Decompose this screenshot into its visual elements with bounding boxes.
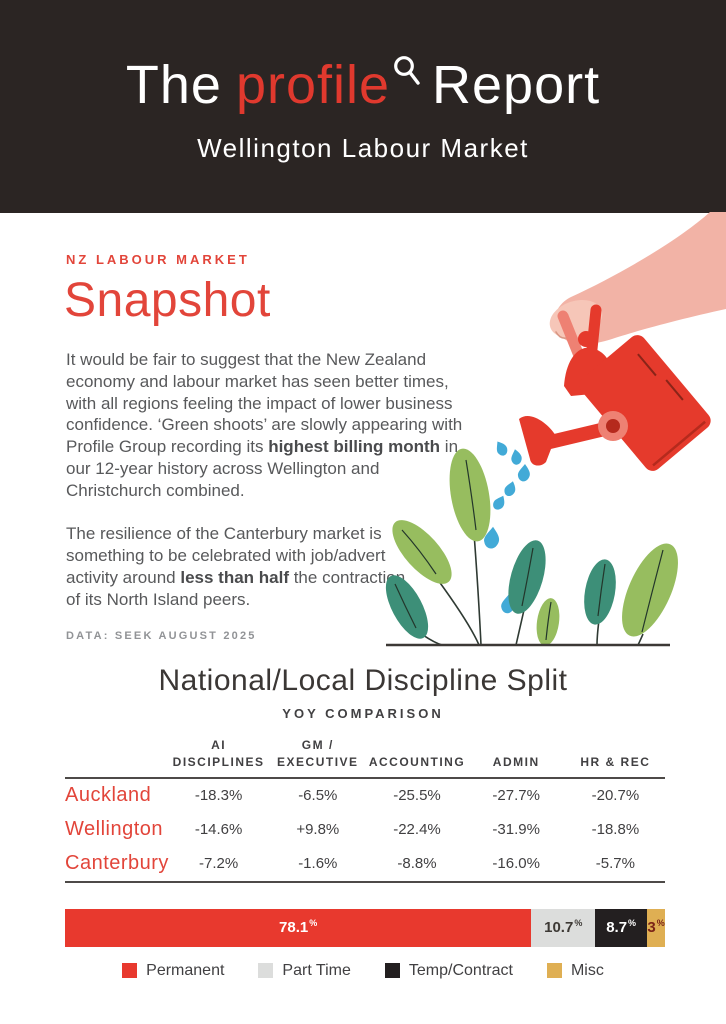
watering-can-body — [579, 335, 711, 471]
legend-item: Temp/Contract — [384, 961, 513, 980]
resilience-bold-text: less than half — [180, 567, 289, 587]
snapshot-title: Snapshot — [64, 274, 271, 327]
legend-item: Part Time — [258, 961, 351, 980]
report-logo: The profile Report — [126, 54, 600, 116]
intro-paragraph: It would be fair to suggest that the New… — [66, 349, 464, 501]
value-cell: -7.2% — [199, 855, 239, 873]
magnifier-icon — [393, 38, 420, 100]
bar-segment-permanent: 78.1% — [65, 908, 532, 947]
value-cell: -20.7% — [591, 787, 640, 805]
legend-label: Part Time — [282, 961, 351, 979]
value-cell: -14.6% — [194, 821, 243, 839]
legend-item: Permanent — [122, 962, 224, 980]
report-header: The profile Report Wellington Labour Mar… — [0, 0, 726, 213]
brand-name: profile — [235, 54, 391, 115]
value-cell: -31.9% — [492, 821, 540, 839]
report-subtitle: Wellington Labour Market — [197, 132, 529, 163]
value-cell: -6.5% — [298, 787, 338, 805]
table-row: Wellington -14.6% +9.8% -22.4% -31.9% -1… — [65, 813, 665, 847]
legend-label: Permanent — [146, 961, 225, 979]
column-header-hr: HR & REC — [580, 754, 651, 769]
value-cell: +9.8% — [296, 821, 340, 839]
logo-text-pre: The — [125, 54, 222, 115]
section-subtitle: YOY COMPARISON — [282, 706, 444, 721]
intro-text: It would be fair to suggest that the New… — [66, 350, 463, 456]
legend-label: Temp/Contract — [408, 961, 513, 979]
resilience-text-end: the contraction of its North Island peer… — [66, 567, 406, 609]
section-kicker: NZ LABOUR MARKET — [66, 252, 250, 267]
bar-segment-label: 3 — [647, 919, 656, 937]
watering-can-illustration — [380, 212, 726, 652]
section-title: National/Local Discipline Split — [158, 664, 568, 697]
value-cell: -16.0% — [492, 855, 540, 873]
plant-leaves — [385, 448, 678, 646]
bar-segment-misc: 3% — [647, 908, 665, 947]
legend: Permanent Part Time Temp/Contract Misc — [0, 962, 726, 980]
region-label: Canterbury — [65, 852, 169, 875]
intro-text-end: in our 12-year history across Wellington… — [66, 437, 459, 500]
employment-split-bar: 78.1% 10.7% 8.7% 3% — [65, 908, 665, 947]
table-header-row: AI DISCIPLINES GM / EXECUTIVE ACCOUNTING… — [65, 737, 665, 779]
column-header-accounting: ACCOUNTING — [368, 754, 466, 769]
yoy-table: AI DISCIPLINES GM / EXECUTIVE ACCOUNTING… — [65, 737, 665, 883]
percent-sign: % — [309, 917, 318, 928]
table-body: Auckland -18.3% -6.5% -25.5% -27.7% -20.… — [65, 779, 665, 883]
value-cell: -8.8% — [397, 855, 437, 873]
table-row: Canterbury -7.2% -1.6% -8.8% -16.0% -5.7… — [65, 847, 665, 881]
resilience-text: The resilience of the Canterbury market … — [66, 524, 386, 587]
data-source-note: DATA: SEEK AUGUST 2025 — [66, 630, 257, 643]
table-row: Auckland -18.3% -6.5% -25.5% -27.7% -20.… — [65, 779, 665, 813]
value-cell: -22.4% — [393, 821, 441, 839]
column-header-gm: GM / EXECUTIVE — [277, 738, 359, 769]
percent-sign: % — [628, 917, 637, 928]
legend-swatch-part-time — [258, 963, 274, 979]
bar-segment-temp-contract: 8.7% — [595, 908, 648, 947]
intro-bold-text: highest billing month — [268, 437, 441, 456]
value-cell: -18.3% — [194, 787, 243, 805]
column-header-empty — [65, 737, 169, 771]
column-header-admin: ADMIN — [492, 754, 540, 769]
discipline-split-section: National/Local Discipline Split YOY COMP… — [0, 666, 726, 980]
value-cell: -25.5% — [393, 787, 441, 805]
region-label: Auckland — [65, 784, 152, 807]
bar-segment-label: 10.7 — [544, 919, 574, 937]
snapshot-section: NZ LABOUR MARKET Snapshot It would be fa… — [64, 252, 468, 643]
column-header-ai: AI DISCIPLINES — [172, 738, 265, 769]
value-cell: -5.7% — [595, 855, 635, 873]
percent-sign: % — [574, 917, 583, 928]
legend-label: Misc — [570, 961, 604, 979]
resilience-paragraph: The resilience of the Canterbury market … — [66, 523, 414, 610]
legend-swatch-misc — [546, 963, 562, 979]
bar-segment-label: 78.1 — [279, 919, 309, 937]
value-cell: -1.6% — [298, 855, 338, 873]
watering-can-spout — [519, 411, 628, 466]
percent-sign: % — [656, 917, 665, 928]
legend-swatch-permanent — [122, 963, 138, 979]
bar-segment-label: 8.7 — [606, 919, 628, 937]
bar-segment-part-time: 10.7% — [531, 908, 596, 947]
value-cell: -27.7% — [492, 787, 540, 805]
region-label: Wellington — [65, 818, 164, 841]
legend-item: Misc — [546, 961, 604, 980]
logo-text-post: Report — [432, 54, 601, 115]
value-cell: -18.8% — [591, 821, 640, 839]
legend-swatch-temp-contract — [384, 963, 400, 979]
